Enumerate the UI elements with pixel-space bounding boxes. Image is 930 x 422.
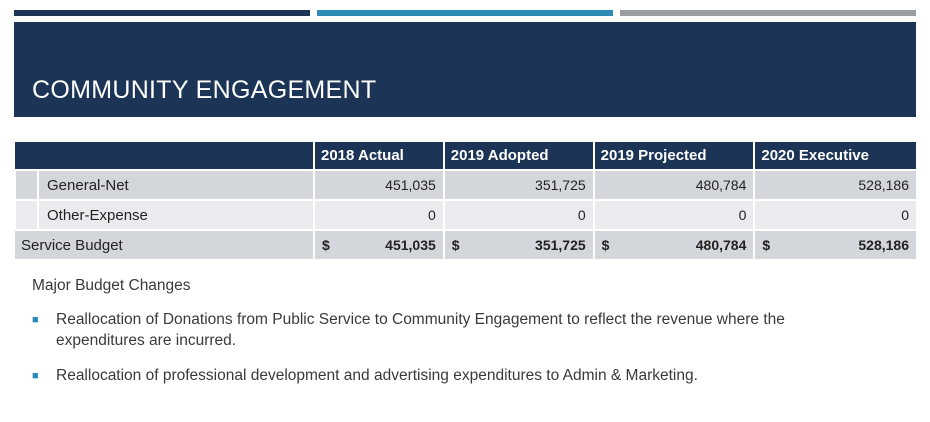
table-header-row: 2018 Actual 2019 Adopted 2019 Projected …: [15, 142, 916, 170]
currency-symbol: $: [762, 237, 771, 253]
total-label: Service Budget: [15, 229, 314, 259]
total-cell: $ 528,186: [753, 229, 916, 259]
square-bullet-icon: ■: [32, 370, 39, 382]
row-label-cell: General-Net: [14, 169, 314, 200]
currency-symbol: $: [601, 237, 610, 253]
total-cell: $ 480,784: [592, 229, 755, 259]
total-cell: $ 351,725: [442, 229, 594, 259]
total-value: 351,725: [535, 237, 586, 253]
square-bullet-icon: ■: [32, 314, 39, 326]
currency-symbol: $: [322, 237, 330, 253]
total-cell: $ 451,035: [313, 229, 444, 259]
budget-table: 2018 Actual 2019 Adopted 2019 Projected …: [14, 142, 916, 259]
header-2020-executive: 2020 Executive: [753, 142, 916, 170]
budget-changes-section: Major Budget Changes ■ Reallocation of D…: [32, 277, 852, 401]
bullet-text: Reallocation of Donations from Public Se…: [56, 311, 785, 349]
table-row: General-Net 451,035 351,725 480,784 528,…: [14, 169, 916, 200]
accent-bar-gray: [620, 10, 916, 16]
header-2019-adopted: 2019 Adopted: [442, 142, 594, 170]
cell-value: 528,186: [753, 169, 916, 200]
cell-value: 0: [442, 199, 594, 230]
header-2019-projected: 2019 Projected: [592, 142, 755, 170]
row-label: Other-Expense: [37, 201, 148, 229]
accent-bar-navy: [14, 10, 310, 16]
cell-value: 0: [592, 199, 755, 230]
total-value: 451,035: [385, 237, 436, 253]
currency-symbol: $: [451, 237, 460, 253]
total-value: 528,186: [858, 237, 909, 253]
title-banner: COMMUNITY ENGAGEMENT: [14, 22, 916, 117]
bullet-text: Reallocation of professional development…: [56, 367, 698, 384]
cell-value: 480,784: [592, 169, 755, 200]
indent-stub: [23, 171, 37, 199]
cell-value: 0: [753, 199, 916, 230]
header-blank-cell: [15, 142, 314, 170]
total-value: 480,784: [695, 237, 747, 253]
list-item: ■ Reallocation of Donations from Public …: [32, 309, 852, 351]
section-heading: Major Budget Changes: [32, 277, 191, 294]
accent-bar-teal: [317, 10, 613, 16]
indent-stub: [23, 201, 37, 229]
list-item: ■ Reallocation of professional developme…: [32, 365, 852, 387]
cell-value: 351,725: [442, 169, 594, 200]
cell-value: 0: [313, 199, 444, 230]
total-row: Service Budget $ 451,035 $ 351,725 $ 480…: [15, 229, 916, 259]
header-2018-actual: 2018 Actual: [313, 142, 444, 170]
table-row: Other-Expense 0 0 0 0: [14, 199, 916, 230]
row-label-cell: Other-Expense: [14, 199, 314, 230]
row-label: General-Net: [37, 171, 129, 199]
page-title: COMMUNITY ENGAGEMENT: [32, 76, 377, 104]
cell-value: 451,035: [313, 169, 444, 200]
